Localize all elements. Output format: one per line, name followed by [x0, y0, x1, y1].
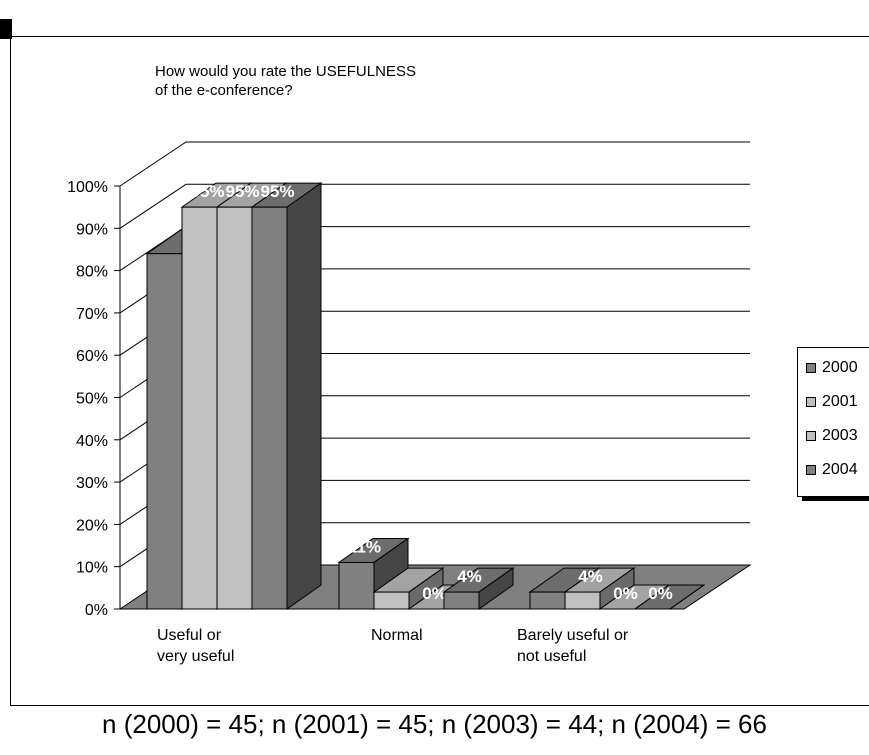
chart-frame — [10, 36, 869, 706]
data-label-2004-0: 95% — [260, 182, 294, 201]
y-tick-label-4: 40% — [76, 433, 108, 450]
data-label-2001-0: 95% — [190, 182, 224, 201]
bar-2004-0 — [251, 206, 288, 610]
chart-title: How would you rate the USEFULNESS of the… — [155, 63, 416, 99]
y-tick-label-9: 90% — [76, 221, 108, 238]
bar-side-2004-0 — [286, 182, 322, 610]
data-label-2001-2: 4% — [578, 567, 603, 586]
y-tick-label-3: 30% — [76, 475, 108, 492]
data-label-2003-2: 0% — [613, 584, 638, 603]
legend-swatch-2001 — [806, 397, 816, 407]
data-label-2000-1: 11% — [348, 537, 381, 556]
legend-swatch-2003 — [806, 431, 816, 441]
category-label-normal: Normal — [371, 627, 423, 644]
y-tick-label-8: 80% — [76, 264, 108, 281]
y-tick-label-2: 20% — [76, 517, 108, 534]
bar-2000-1 — [338, 561, 375, 610]
legend-swatch-2000 — [806, 363, 816, 373]
legend-label-2004: 2004 — [822, 461, 858, 478]
data-label-2003-1: 0% — [422, 584, 447, 603]
corner-mark — [0, 19, 12, 39]
data-label-2003-0: 95% — [225, 182, 259, 201]
y-tick-label-10: 100% — [67, 179, 108, 196]
y-tick-label-0: 0% — [85, 602, 108, 619]
legend-label-2001: 2001 — [822, 393, 858, 410]
legend-swatch-2004 — [806, 465, 816, 475]
sample-size-note: n (2000) = 45; n (2001) = 45; n (2003) =… — [102, 709, 767, 739]
y-tick-label-7: 70% — [76, 306, 108, 323]
y-tick-label-6: 60% — [76, 348, 108, 365]
data-label-2004-2: 0% — [648, 584, 673, 603]
bar-side-2004-2 — [669, 584, 705, 610]
data-label-2004-1: 4% — [457, 567, 482, 586]
bar-2000-0 — [146, 253, 183, 610]
y-tick-label-1: 10% — [76, 560, 108, 577]
bar-2004-1 — [443, 591, 480, 610]
bar-2001-2 — [564, 591, 601, 610]
legend-label-2000: 2000 — [822, 359, 858, 376]
y-tick-label-5: 50% — [76, 391, 108, 408]
bar-2001-0 — [181, 206, 218, 610]
grid-line-left-10 — [119, 141, 187, 187]
bar-2003-0 — [216, 206, 253, 610]
legend-label-2003: 2003 — [822, 427, 858, 444]
category-label-useful: Useful or very useful — [157, 627, 235, 665]
legend-shadow — [802, 497, 869, 501]
category-label-barely: Barely useful or not useful — [517, 627, 629, 665]
grid-line-left-9 — [119, 183, 187, 229]
legend: 2000 2001 2003 2004 — [797, 347, 869, 497]
bar-2001-1 — [373, 591, 410, 610]
bar-2000-2 — [529, 591, 566, 610]
